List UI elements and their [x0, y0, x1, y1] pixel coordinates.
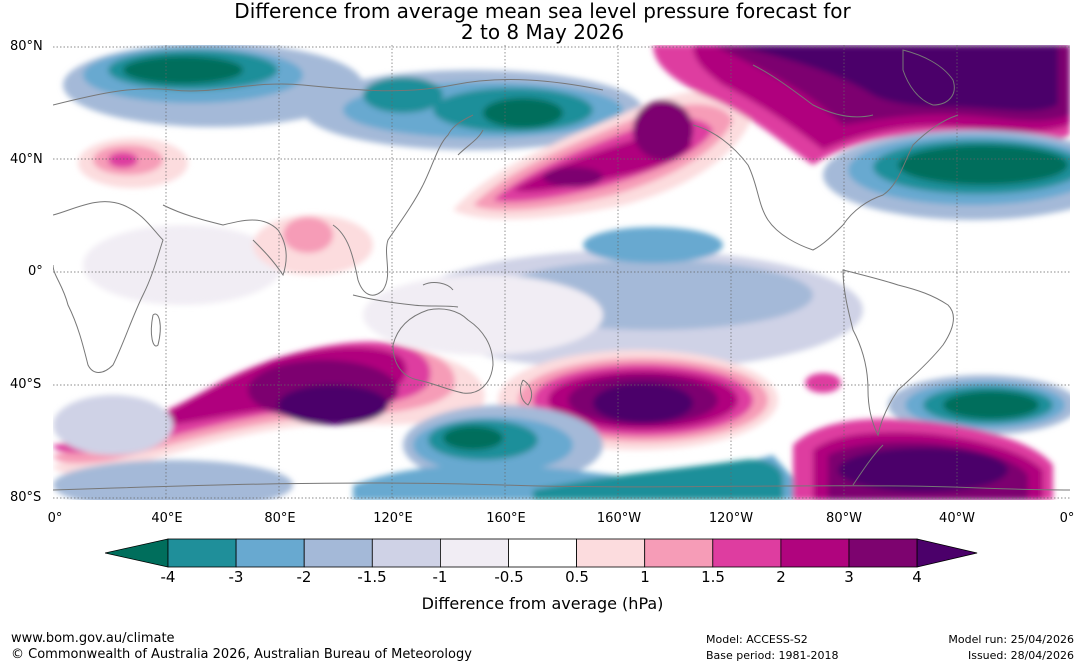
cbar-label: -1: [432, 568, 448, 586]
lon-label-40e: 40°E: [151, 511, 183, 526]
colorbar: [105, 538, 978, 568]
colorbar-cell: [303, 538, 373, 568]
coastlines: [53, 49, 1070, 491]
colorbar-cell: [371, 538, 441, 568]
chart-title-line1: Difference from average mean sea level p…: [234, 0, 851, 23]
footer-issued: Issued: 28/04/2026: [967, 649, 1074, 662]
lat-label-40n: 40°N: [10, 152, 43, 167]
cbar-label: -4: [160, 568, 176, 586]
lon-label-80w: 80°W: [826, 511, 862, 526]
footer-website: www.bom.gov.au/climate: [11, 631, 175, 646]
cbar-label: 0.5: [565, 568, 589, 586]
footer-base-period: Base period: 1981-2018: [706, 649, 839, 662]
lat-label-80n: 80°N: [10, 39, 43, 54]
lon-label-160e: 160°E: [486, 511, 526, 526]
colorbar-extend-high: [916, 538, 978, 568]
lon-label-80e: 80°E: [264, 511, 296, 526]
graticule: [53, 45, 1070, 500]
chart-title-line2: 2 to 8 May 2026: [460, 20, 625, 44]
cbar-label: 2: [776, 568, 786, 586]
colorbar-cell: [439, 538, 509, 568]
lat-label-eq: 0°: [28, 264, 43, 279]
footer-copyright: © Commonwealth of Australia 2026, Austra…: [11, 647, 472, 662]
anomaly-field: [53, 45, 1070, 500]
cbar-label: -3: [228, 568, 244, 586]
lat-label-80s: 80°S: [10, 490, 42, 505]
lon-label-120e: 120°E: [373, 511, 413, 526]
colorbar-cell: [780, 538, 850, 568]
colorbar-cell: [712, 538, 782, 568]
lon-label-0-east: 0°: [1059, 511, 1075, 526]
colorbar-title: Difference from average (hPa): [421, 594, 664, 613]
pressure-anomaly-map: [53, 45, 1070, 500]
cbar-label: 1: [640, 568, 650, 586]
cbar-label: -0.5: [494, 568, 524, 586]
footer-model: Model: ACCESS-S2: [706, 633, 808, 646]
colorbar-cell: [235, 538, 305, 568]
colorbar-cell: [508, 538, 577, 568]
colorbar-cell: [576, 538, 646, 568]
lat-label-40s: 40°S: [10, 377, 42, 392]
footer-model-run: Model run: 25/04/2026: [948, 633, 1074, 646]
cbar-label: -1.5: [357, 568, 387, 586]
lon-label-120w: 120°W: [708, 511, 754, 526]
lon-label-160w: 160°W: [596, 511, 642, 526]
colorbar-cell: [848, 538, 918, 568]
colorbar-cell: [644, 538, 714, 568]
lon-label-0: 0°: [47, 511, 63, 526]
cbar-label: 3: [844, 568, 854, 586]
lon-label-40w: 40°W: [939, 511, 975, 526]
cbar-label: 4: [912, 568, 922, 586]
colorbar-cell: [167, 538, 237, 568]
colorbar-extend-low: [105, 538, 169, 568]
cbar-label: 1.5: [701, 568, 725, 586]
cbar-label: -2: [296, 568, 312, 586]
